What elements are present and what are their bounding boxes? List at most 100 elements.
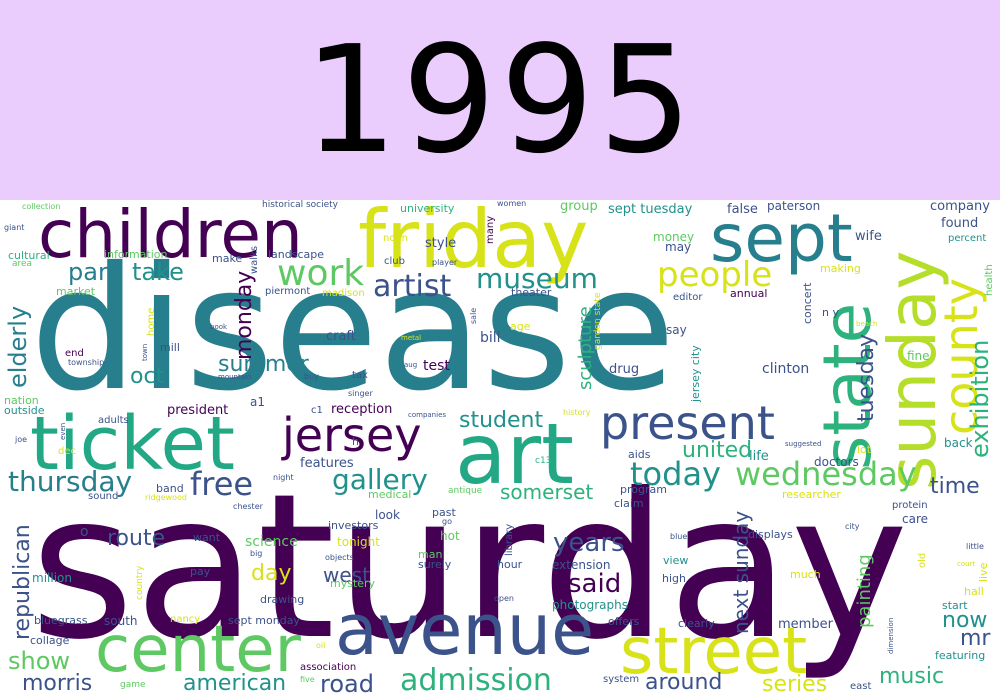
word-found: found xyxy=(941,216,979,231)
word-want: want xyxy=(193,531,221,544)
word-hot: hot xyxy=(440,529,460,543)
word-sale: sale xyxy=(469,307,478,324)
word-town: town xyxy=(141,343,149,361)
word-republican: republican xyxy=(10,524,35,640)
word-antique: antique xyxy=(448,486,483,496)
word-tuesday: tuesday xyxy=(854,333,879,422)
word-companies: companies xyxy=(408,411,447,419)
word-collage: collage xyxy=(30,634,70,647)
word-open: open xyxy=(494,594,514,603)
word-displays: displays xyxy=(748,528,793,541)
word-giant: giant xyxy=(4,223,25,232)
word-percent: percent xyxy=(948,233,987,244)
word-road: road xyxy=(320,670,374,698)
word-clearly: clearly xyxy=(678,617,715,630)
word-metal: metal xyxy=(401,334,422,342)
year-title: 1995 xyxy=(303,14,697,186)
word-medical: medical xyxy=(368,488,412,501)
word-wednesday: wednesday xyxy=(735,455,917,493)
word-company: company xyxy=(930,200,990,214)
word-view: view xyxy=(663,554,689,567)
word-madison: madison xyxy=(322,288,365,299)
word-test: test xyxy=(423,358,450,374)
word-man: man xyxy=(418,548,443,561)
word-start: start xyxy=(942,599,968,612)
word-researcher: researcher xyxy=(782,488,841,501)
word-elderly: elderly xyxy=(4,305,32,388)
word-life: life xyxy=(749,449,769,464)
word-nancy: nancy xyxy=(170,614,201,625)
word-chester: chester xyxy=(233,502,263,511)
word-aids: aids xyxy=(628,448,651,461)
word-craft: craft xyxy=(326,329,356,344)
word-children: children xyxy=(38,200,303,273)
word-old: old xyxy=(917,552,928,568)
word-disease: disease xyxy=(30,231,676,429)
word-years: years xyxy=(553,528,625,558)
word-collection: collection xyxy=(22,202,61,211)
word-summer: summer xyxy=(218,352,309,377)
word-annual: annual xyxy=(730,287,768,300)
word-a1: a1 xyxy=(250,395,265,409)
word-adults: adults xyxy=(98,415,129,426)
word-money: money xyxy=(653,230,695,244)
word-drug: drug xyxy=(609,362,640,377)
word-center: center xyxy=(95,613,301,687)
word-historical-society: historical society xyxy=(262,200,338,210)
word-joe: joe xyxy=(15,435,28,444)
word-many: many xyxy=(485,215,496,244)
word-township: township xyxy=(68,358,105,367)
word-doctors: doctors xyxy=(814,455,859,469)
word-park: park xyxy=(68,258,122,286)
word-bluegrass: bluegrass xyxy=(34,614,88,627)
word-club: club xyxy=(384,256,405,267)
word-featuring: featuring xyxy=(935,649,986,662)
word-cloud: saturday disease friday children sept ti… xyxy=(0,200,1000,700)
word-n-y: n y xyxy=(822,306,839,319)
word-court: court xyxy=(957,560,976,568)
word-somerset: somerset xyxy=(500,480,594,504)
word-suggested: suggested xyxy=(785,440,822,448)
word-east: east xyxy=(850,681,872,692)
word-drawing: drawing xyxy=(260,593,305,606)
word-player: player xyxy=(432,258,458,267)
word-today: today xyxy=(630,455,721,493)
word-west: west xyxy=(323,563,370,587)
word-surely: surely xyxy=(418,558,452,571)
word-clinton: clinton xyxy=(762,361,810,377)
word-walks: walks xyxy=(249,245,260,274)
word-program: program xyxy=(620,483,667,496)
word-home: home xyxy=(146,307,157,336)
word-friday: friday xyxy=(358,200,589,286)
word-reception: reception xyxy=(331,402,393,417)
word-beach: beach xyxy=(856,320,878,328)
word-outside: outside xyxy=(4,404,45,417)
word-h: h xyxy=(352,435,359,448)
word-little: little xyxy=(966,542,984,551)
word-theater: theater xyxy=(511,286,552,299)
word-series: series xyxy=(762,672,828,697)
word-garden-state: garden state xyxy=(593,292,603,350)
word-group: group xyxy=(560,200,598,214)
word-sept: sept xyxy=(710,200,853,277)
word-paterson: paterson xyxy=(767,200,821,213)
word-street: street xyxy=(620,615,808,689)
word-may: may xyxy=(665,240,692,254)
word-science: science xyxy=(245,534,298,550)
word-south: south xyxy=(104,614,138,628)
word-extension: extension xyxy=(552,558,611,572)
word-editor: editor xyxy=(673,292,703,303)
word-present: present xyxy=(600,396,775,450)
word-say: say xyxy=(666,323,687,337)
word-care: care xyxy=(902,512,929,526)
word-blue: blue xyxy=(670,532,688,541)
word-city: city xyxy=(845,522,860,531)
word-now: now xyxy=(942,608,988,633)
word-buy: buy xyxy=(304,372,319,381)
word-jersey-city: jersey city xyxy=(689,345,702,402)
word-tax: tax xyxy=(352,370,368,381)
word-claim: claim xyxy=(614,497,644,510)
word-take: take xyxy=(132,258,184,286)
word-work: work xyxy=(277,253,365,294)
word-objects: objects xyxy=(325,553,354,562)
